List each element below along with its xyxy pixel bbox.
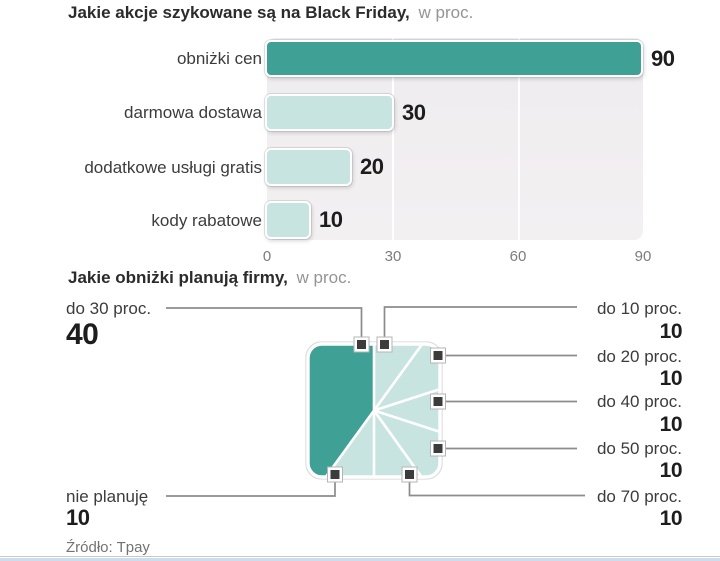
marker-do-70-proc — [401, 466, 418, 483]
gridline-30 — [392, 38, 394, 240]
bar-obnizki-cen — [265, 40, 643, 77]
x-tick-30: 30 — [384, 248, 402, 265]
pie-value-do-20-proc: 10 — [659, 367, 683, 390]
pie-square — [308, 344, 440, 477]
pie-value-do-40-proc: 10 — [659, 413, 683, 436]
pie-value-do-10-proc: 10 — [659, 320, 683, 343]
pie-label-do-30-proc: do 30 proc. — [66, 299, 152, 318]
bar-label-kody-rabatowe: kody rabatowe — [151, 211, 262, 230]
pie-chart-title: Jakie obniżki planują firmy, w proc. — [68, 268, 351, 288]
callout-nie-planuje — [166, 474, 336, 497]
pie-square-border — [306, 342, 442, 479]
bar-chart-title: Jakie akcje szykowane są na Black Friday… — [68, 3, 473, 23]
x-tick-90: 90 — [634, 248, 652, 265]
x-tick-60: 60 — [509, 248, 527, 265]
bar-value-20: 20 — [360, 154, 384, 179]
marker-do-50-proc — [430, 440, 446, 457]
bar-dodatkowe-uslugi — [265, 148, 352, 186]
gridline-60 — [518, 38, 520, 240]
callout-do-30-proc — [166, 307, 363, 345]
callout-do-10-proc — [383, 306, 577, 345]
pie-slice-dividers — [321, 344, 440, 477]
bar-chart-title-suffix: w proc. — [418, 3, 474, 22]
pie-square-outer-outline — [305, 341, 443, 480]
pie-light-slices — [308, 344, 440, 477]
callout-do-70-proc — [408, 474, 585, 497]
marker-do-30-proc — [353, 336, 370, 353]
bar-value-30: 30 — [402, 100, 426, 125]
bar-value-10: 10 — [319, 207, 343, 232]
pie-label-do-50-proc: do 50 proc. — [596, 439, 682, 458]
pie-chart-title-text: Jakie obniżki planują firmy, — [68, 268, 288, 287]
pie-slice-do-30-proc — [308, 344, 374, 477]
bar-label-obnizki-cen: obniżki cen — [176, 49, 262, 68]
bar-value-90: 90 — [651, 46, 675, 71]
bar-chart-title-text: Jakie akcje szykowane są na Black Friday… — [68, 3, 410, 22]
source-note: Źródło: Tpay — [66, 539, 150, 556]
x-tick-0: 0 — [262, 248, 272, 265]
marker-do-20-proc — [430, 347, 446, 364]
pie-label-do-20-proc: do 20 proc. — [596, 347, 682, 366]
pie-callout-markers — [327, 336, 446, 483]
bar-kody-rabatowe — [265, 201, 311, 239]
pie-value-do-30-proc: 40 — [66, 318, 99, 351]
marker-nie-planuje — [327, 466, 343, 483]
pie-value-do-50-proc: 10 — [659, 459, 683, 482]
pie-label-do-70-proc: do 70 proc. — [596, 487, 682, 506]
bar-darmowa-dostawa — [265, 94, 394, 131]
pie-chart-title-suffix: w proc. — [296, 268, 352, 287]
pie-value-nie-planuje: 10 — [66, 505, 90, 530]
marker-do-40-proc — [430, 393, 446, 410]
pie-value-do-70-proc: 10 — [659, 507, 683, 530]
pie-label-do-10-proc: do 10 proc. — [596, 299, 682, 318]
bar-label-dodatkowe-uslugi: dodatkowe usługi gratis — [84, 158, 262, 177]
footer-strip — [0, 558, 720, 561]
pie-label-do-40-proc: do 40 proc. — [596, 392, 682, 411]
marker-do-10-proc — [376, 336, 393, 353]
bar-label-darmowa-dostawa: darmowa dostawa — [124, 103, 262, 122]
pie-label-nie-planuje: nie planuję — [66, 487, 149, 506]
footer-divider — [0, 556, 720, 557]
pie-callout-lines — [166, 306, 585, 497]
